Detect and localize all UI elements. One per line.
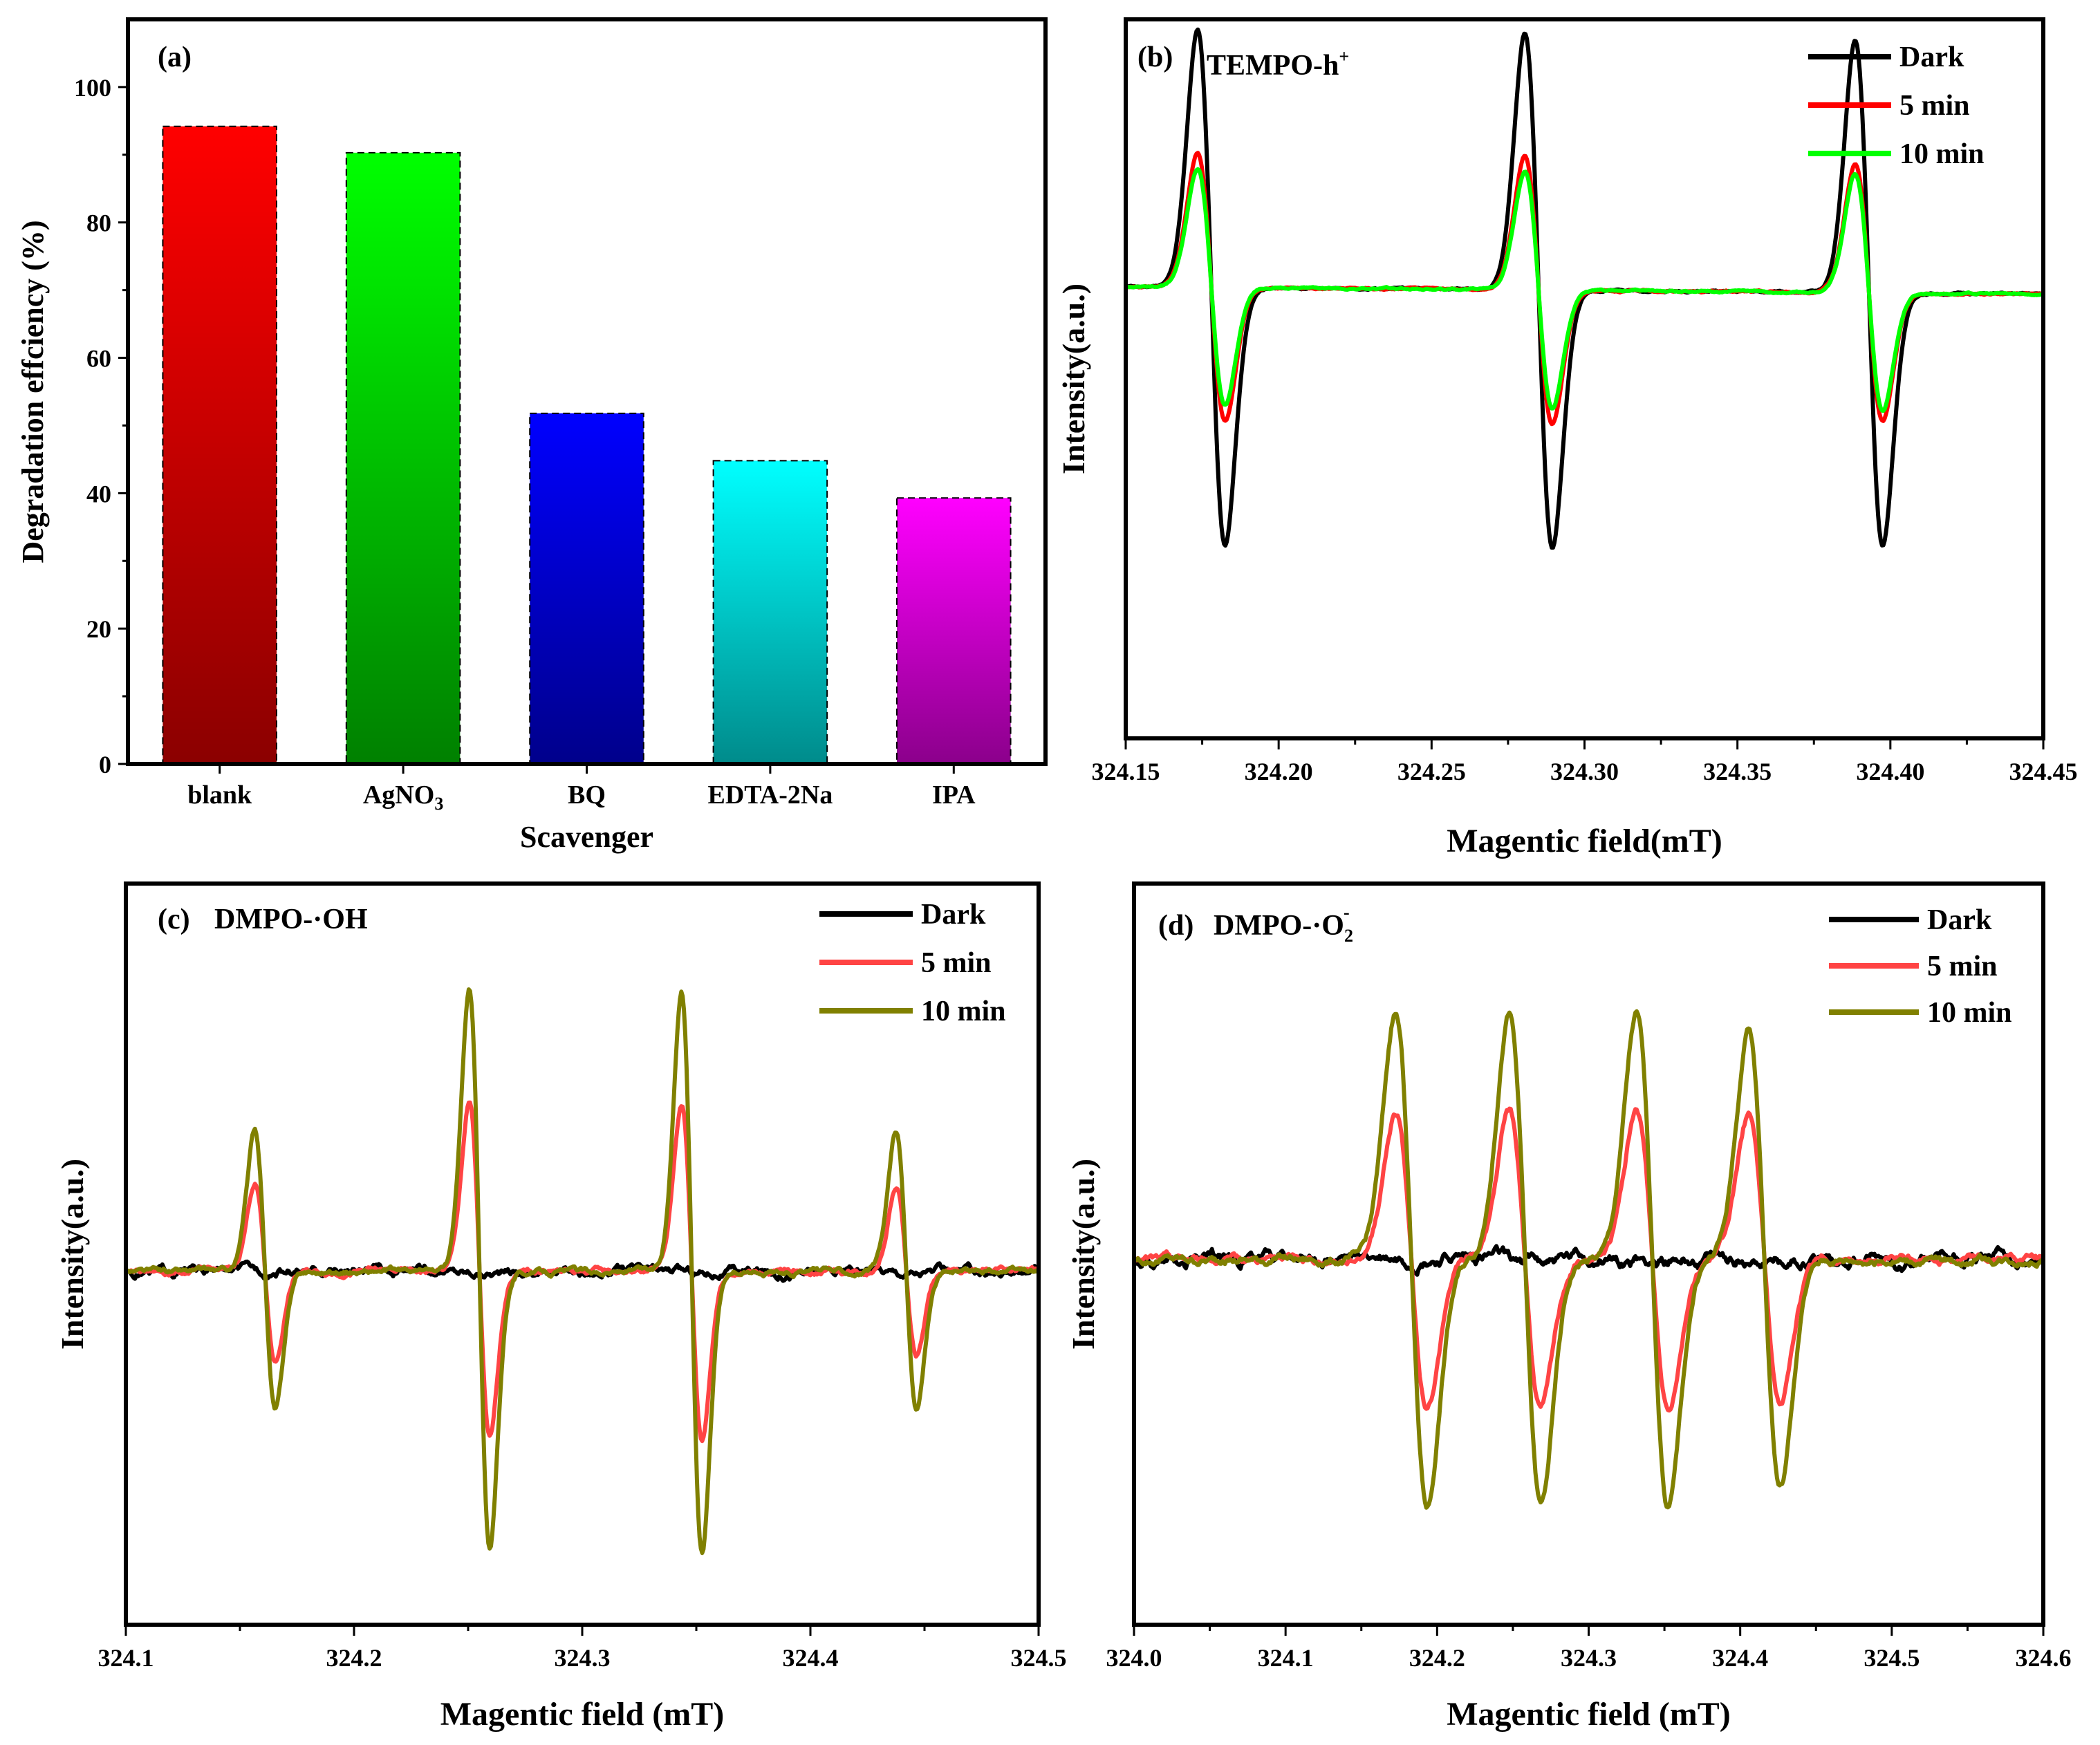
legend-label: Dark — [921, 899, 986, 931]
x-tick-label: 324.0 — [1106, 1644, 1162, 1672]
legend-label: Dark — [1899, 41, 1964, 73]
x-tick-label: BQ — [568, 781, 606, 810]
panel-a-frame — [126, 17, 1048, 766]
y-axis-title: Degradation effciency (%) — [16, 220, 50, 563]
y-axis-title: Intensity(a.u.) — [55, 1159, 90, 1350]
panel-title: DMPO-·O2- — [1214, 902, 1353, 946]
x-tick-label: EDTA-2Na — [707, 781, 833, 810]
x-tick-label: 324.20 — [1245, 758, 1313, 785]
panel-d-frame — [1132, 881, 2045, 1627]
legend-label: 5 min — [1927, 951, 1998, 982]
x-tick-label: 324.4 — [783, 1644, 839, 1672]
x-tick-label: 324.6 — [2016, 1644, 2072, 1672]
y-axis-title: Intensity(a.u.) — [1056, 283, 1091, 474]
panel-label: (a) — [158, 41, 192, 73]
y-tick-label: 20 — [86, 615, 111, 643]
panel-title: TEMPO-h+ — [1207, 46, 1349, 82]
x-tick-label: 324.40 — [1856, 758, 1924, 785]
panel-a: blank AgNO3 BQ EDTA-2Na IPA 0 20 40 60 80 100 (a) Sc… — [16, 41, 1012, 854]
series-10-min — [1132, 1009, 2045, 1510]
panel-c-frame — [124, 881, 1041, 1627]
x-axis-title: Scavenger — [520, 820, 653, 854]
legend-label: 5 min — [1899, 90, 1970, 122]
bar-AgNO3 — [345, 151, 461, 765]
x-tick-label: 324.15 — [1092, 758, 1160, 785]
x-tick-label: 324.5 — [1011, 1644, 1067, 1672]
x-tick-label: 324.30 — [1550, 758, 1619, 785]
x-tick-label: 324.1 — [98, 1644, 154, 1672]
series-10-min — [1124, 167, 2045, 413]
panel-label: (c) — [158, 904, 190, 935]
panel-b: 324.15 324.20 324.25 324.30 324.35 324.40 324.… — [1056, 27, 2078, 859]
y-tick-label: 80 — [86, 209, 111, 237]
y-tick-label: 0 — [99, 751, 111, 778]
legend-label: Dark — [1927, 904, 1992, 936]
x-tick-label: 324.5 — [1864, 1644, 1920, 1672]
y-tick-label: 100 — [74, 74, 111, 102]
bar-EDTA-2Na — [712, 460, 828, 765]
x-axis-title: Magentic field(mT) — [1447, 823, 1722, 859]
legend-label: 5 min — [921, 947, 992, 979]
series-dark — [124, 1259, 1041, 1283]
panel-title: DMPO-·OH — [214, 904, 368, 935]
panel-c: 324.1 324.2 324.3 324.4 324.5 Dark 5 min 10 min… — [55, 899, 1067, 1733]
panel-b-frame — [1124, 17, 2045, 740]
x-tick-label: 324.1 — [1258, 1644, 1314, 1672]
bar-IPA — [896, 497, 1012, 765]
bar-blank — [162, 125, 277, 765]
y-tick-label: 60 — [86, 345, 111, 373]
bar-BQ — [529, 412, 644, 765]
series-10-min — [124, 987, 1040, 1556]
x-tick-label: 324.2 — [326, 1644, 382, 1672]
legend-label: 10 min — [921, 996, 1006, 1027]
x-tick-label: 324.45 — [2009, 758, 2078, 785]
x-axis-title: Magentic field (mT) — [1447, 1696, 1731, 1733]
x-tick-label: 324.3 — [555, 1644, 611, 1672]
x-tick-label: AgNO3 — [363, 781, 443, 814]
x-tick-label: 324.35 — [1703, 758, 1772, 785]
x-axis-title: Magentic field (mT) — [440, 1696, 725, 1733]
panel-label: (b) — [1137, 41, 1173, 73]
x-tick-label: 324.3 — [1561, 1644, 1617, 1672]
y-tick-label: 40 — [86, 480, 111, 507]
legend-label: 10 min — [1927, 997, 2012, 1029]
legend-label: 10 min — [1899, 138, 1985, 170]
x-tick-label: 324.25 — [1397, 758, 1466, 785]
x-tick-label: 324.2 — [1409, 1644, 1465, 1672]
y-axis-title: Intensity(a.u.) — [1066, 1159, 1101, 1350]
x-tick-label: IPA — [932, 781, 976, 810]
panel-d: 324.0 324.1 324.2 324.3 324.4 324.5 324.6 Dark 5… — [1066, 902, 2072, 1733]
panel-label: (d) — [1158, 910, 1193, 942]
x-tick-label: blank — [187, 781, 252, 810]
x-tick-label: 324.4 — [1712, 1644, 1768, 1672]
